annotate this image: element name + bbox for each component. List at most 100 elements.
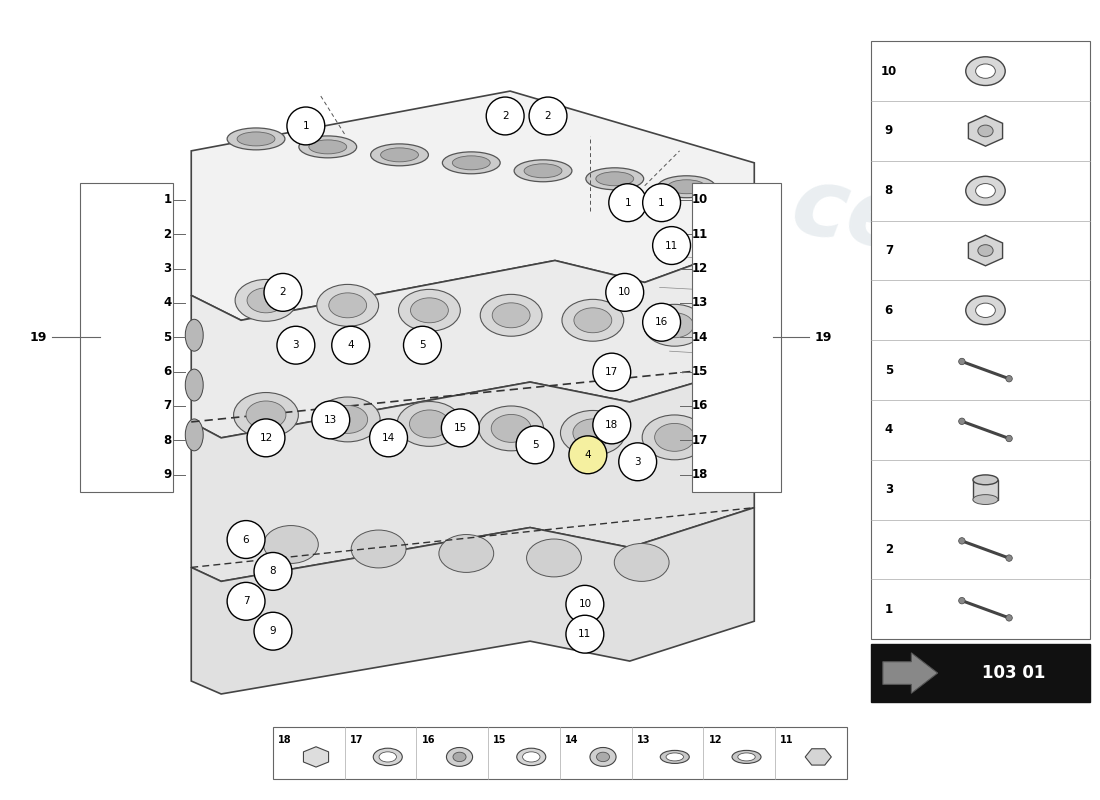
Ellipse shape (309, 140, 346, 154)
Ellipse shape (966, 57, 1005, 86)
Text: 6: 6 (243, 534, 250, 545)
Text: 9: 9 (163, 468, 172, 481)
Text: 7: 7 (163, 399, 172, 412)
Ellipse shape (978, 125, 993, 137)
Text: 12: 12 (708, 735, 723, 745)
Text: 5: 5 (419, 340, 426, 350)
Text: 3: 3 (635, 457, 641, 466)
Polygon shape (191, 91, 755, 320)
Text: 13: 13 (324, 415, 338, 425)
Circle shape (1005, 614, 1012, 621)
Text: 5: 5 (884, 364, 893, 377)
Text: 3: 3 (293, 340, 299, 350)
Ellipse shape (299, 136, 356, 158)
Text: 11: 11 (579, 629, 592, 639)
Circle shape (652, 226, 691, 265)
Ellipse shape (574, 308, 612, 333)
Ellipse shape (248, 288, 285, 313)
Circle shape (959, 358, 965, 365)
Circle shape (254, 553, 292, 590)
Ellipse shape (409, 410, 450, 438)
Circle shape (332, 326, 370, 364)
Ellipse shape (381, 148, 418, 162)
Text: 17: 17 (350, 735, 363, 745)
Text: 12: 12 (260, 433, 273, 443)
Text: 5: 5 (163, 330, 172, 344)
Ellipse shape (527, 539, 582, 577)
Ellipse shape (586, 168, 644, 190)
Ellipse shape (668, 180, 705, 194)
Text: 1: 1 (302, 121, 309, 131)
Circle shape (606, 274, 643, 311)
Ellipse shape (481, 294, 542, 336)
Ellipse shape (517, 748, 546, 766)
Ellipse shape (453, 752, 466, 762)
Text: 4: 4 (348, 340, 354, 350)
Circle shape (404, 326, 441, 364)
Text: 4: 4 (163, 296, 172, 310)
Ellipse shape (976, 183, 996, 198)
Text: 8: 8 (163, 434, 172, 446)
Bar (79, 182, 174, 492)
Text: a passion for parts since 1985: a passion for parts since 1985 (437, 562, 663, 637)
Text: 13: 13 (637, 735, 650, 745)
Text: 2: 2 (279, 287, 286, 298)
Ellipse shape (397, 402, 462, 446)
Circle shape (565, 615, 604, 653)
Ellipse shape (654, 423, 694, 451)
Text: 11: 11 (692, 228, 707, 241)
Ellipse shape (447, 747, 473, 766)
Circle shape (1005, 375, 1012, 382)
Text: 1: 1 (884, 602, 893, 616)
Text: 7: 7 (243, 596, 250, 606)
Ellipse shape (492, 303, 530, 328)
Circle shape (441, 409, 480, 447)
Text: 1: 1 (625, 198, 631, 208)
Text: 18: 18 (691, 468, 707, 481)
Polygon shape (968, 116, 1002, 146)
Circle shape (277, 326, 315, 364)
Ellipse shape (667, 753, 683, 761)
Text: 1: 1 (163, 194, 172, 206)
Text: 19: 19 (29, 330, 46, 344)
Circle shape (227, 582, 265, 620)
Bar (972, 480, 998, 499)
Ellipse shape (442, 152, 501, 174)
Text: 3: 3 (163, 262, 172, 275)
Ellipse shape (410, 298, 449, 322)
Polygon shape (805, 749, 832, 765)
Ellipse shape (658, 176, 715, 198)
Ellipse shape (732, 750, 761, 763)
Circle shape (959, 418, 965, 425)
Circle shape (619, 443, 657, 481)
Text: 12: 12 (692, 262, 707, 275)
Text: 4: 4 (584, 450, 591, 460)
Circle shape (529, 97, 566, 135)
Text: 17: 17 (605, 367, 618, 377)
Ellipse shape (522, 752, 540, 762)
Ellipse shape (227, 128, 285, 150)
Text: eu: eu (275, 318, 426, 442)
Ellipse shape (185, 319, 204, 351)
Ellipse shape (478, 406, 543, 451)
Circle shape (1005, 555, 1012, 562)
Text: 10: 10 (692, 194, 707, 206)
Ellipse shape (596, 752, 609, 762)
Circle shape (959, 598, 965, 604)
Ellipse shape (373, 748, 403, 766)
Ellipse shape (972, 494, 998, 505)
Ellipse shape (656, 313, 693, 338)
Text: 18: 18 (605, 420, 618, 430)
Ellipse shape (492, 414, 531, 442)
Text: 14: 14 (691, 330, 707, 344)
Text: 10: 10 (618, 287, 631, 298)
Polygon shape (191, 242, 755, 438)
Ellipse shape (329, 293, 366, 318)
Ellipse shape (644, 304, 705, 346)
Ellipse shape (590, 747, 616, 766)
Text: 5: 5 (531, 440, 538, 450)
Ellipse shape (524, 164, 562, 178)
Circle shape (311, 401, 350, 439)
Ellipse shape (328, 406, 367, 434)
Text: 2: 2 (884, 543, 893, 556)
